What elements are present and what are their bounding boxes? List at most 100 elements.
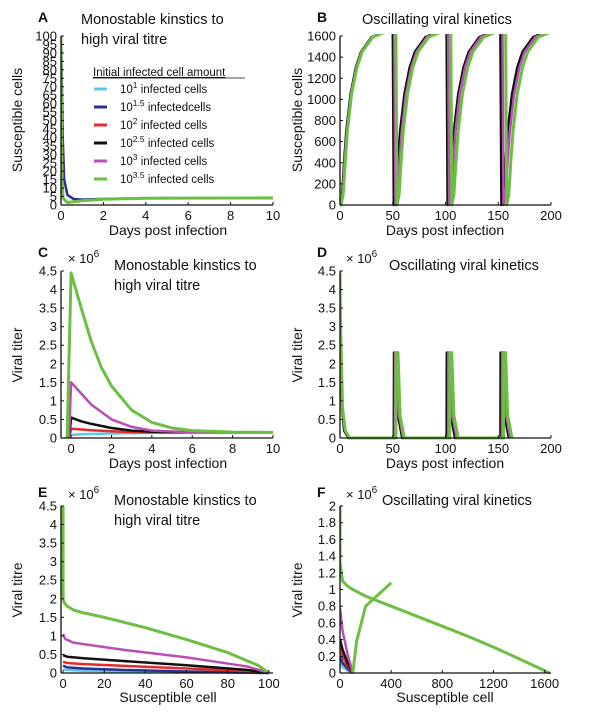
y-tick-label: 65 xyxy=(43,88,57,103)
y-tick-label: 1200 xyxy=(307,71,336,86)
y-tick-label: 0.6 xyxy=(318,615,336,630)
series-group xyxy=(61,506,270,675)
x-tick-label: 150 xyxy=(487,208,509,223)
axis-multiplier: × 106 xyxy=(346,485,378,502)
y-tick-label: 0 xyxy=(329,431,336,446)
x-axis-label: Susceptible cell xyxy=(119,689,216,705)
x-tick-label: 0 xyxy=(336,441,343,456)
x-tick-label: 8 xyxy=(227,208,234,223)
y-axis-label: Viral titer xyxy=(289,327,305,382)
y-tick-label: 80 xyxy=(43,62,57,77)
y-tick-label: 0.5 xyxy=(39,647,57,662)
chart-title: Monostable kinstics to xyxy=(114,493,257,509)
y-tick-label: 1.5 xyxy=(318,375,336,390)
chart-title: high viral titre xyxy=(81,32,167,48)
legend-entry: 101 infected cells xyxy=(120,80,207,96)
y-tick-label: 1.8 xyxy=(318,515,336,530)
x-tick-label: 2 xyxy=(100,208,107,223)
y-tick-label: 2.5 xyxy=(318,338,336,353)
y-tick-label: 1 xyxy=(50,393,57,408)
chart-title: high viral titre xyxy=(114,513,200,529)
chart-title: Oscillating viral kinetics xyxy=(362,12,512,28)
legend-title: Initial infected cell amount xyxy=(93,67,226,79)
y-tick-label: 3 xyxy=(50,319,57,334)
y-tick-label: 1.5 xyxy=(39,610,57,625)
axis-multiplier: × 106 xyxy=(68,249,100,266)
chart-title: Oscillating viral kinetics xyxy=(389,258,539,274)
y-tick-label: 2 xyxy=(329,356,336,371)
legend-entry: 103 infected cells xyxy=(120,152,207,168)
panel-f: 0 400 800 1200 160000.20.40.60.811.21.41.61.… xyxy=(289,484,559,705)
legend-entry: 102 infected cells xyxy=(120,116,207,132)
x-tick-label: 80 xyxy=(220,676,234,691)
x-tick-label: 0 xyxy=(336,676,343,691)
series-line-s35 xyxy=(65,271,273,439)
y-tick-label: 90 xyxy=(43,45,57,60)
y-tick-label: 50 xyxy=(43,113,57,128)
y-tick-label: 1000 xyxy=(307,92,336,107)
y-tick-label: 1.5 xyxy=(39,375,57,390)
y-tick-label: 15 xyxy=(43,172,57,187)
y-tick-label: 4 xyxy=(329,282,336,297)
x-tick-label: 100 xyxy=(258,676,280,691)
legend-entry: 101.5 infectedcells xyxy=(120,98,211,114)
series-line-s25 xyxy=(340,272,511,440)
y-tick-label: 3.5 xyxy=(39,536,57,551)
x-tick-label: 100 xyxy=(435,441,457,456)
series-group xyxy=(340,34,550,207)
y-tick-label: 1.2 xyxy=(318,565,336,580)
y-axis-label: Susceptible cells xyxy=(289,68,305,172)
x-tick-label: 50 xyxy=(386,208,400,223)
panel-letter: A xyxy=(38,9,48,25)
x-tick-label: 800 xyxy=(431,676,453,691)
y-tick-label: 2.5 xyxy=(39,573,57,588)
series-group xyxy=(340,272,514,440)
x-tick-label: 1200 xyxy=(479,676,508,691)
series-line-s35 xyxy=(340,34,550,207)
series-line-s3 xyxy=(340,607,355,674)
y-tick-label: 0.8 xyxy=(318,599,336,614)
x-axis-label: Days post infection xyxy=(109,455,227,471)
y-tick-label: 4 xyxy=(50,282,57,297)
chart-title: Monostable kinstics to xyxy=(81,12,224,28)
x-tick-label: 0 xyxy=(67,441,74,456)
axis-multiplier: × 106 xyxy=(68,485,100,502)
y-tick-label: 55 xyxy=(43,105,57,120)
x-tick-label: 10 xyxy=(266,441,280,456)
y-tick-label: 1600 xyxy=(307,29,336,44)
y-tick-label: 0 xyxy=(50,666,57,681)
x-tick-label: 150 xyxy=(487,441,509,456)
y-tick-label: 40 xyxy=(43,130,57,145)
y-tick-label: 2 xyxy=(50,591,57,606)
series-line-s35 xyxy=(351,581,393,674)
series-line-s3 xyxy=(61,633,270,675)
y-tick-label: 0 xyxy=(329,198,336,213)
series-group xyxy=(340,506,551,675)
y-tick-label: 3 xyxy=(50,554,57,569)
y-tick-label: 100 xyxy=(35,29,57,44)
series-line-s35 xyxy=(340,272,514,440)
chart-title: Monostable kinstics to xyxy=(114,258,257,274)
y-tick-label: 2 xyxy=(329,499,336,514)
panel-letter: C xyxy=(38,244,48,260)
series-line-s35 xyxy=(340,506,551,675)
x-tick-label: 60 xyxy=(179,676,193,691)
panel-letter: E xyxy=(38,484,47,500)
x-tick-label: 1600 xyxy=(530,676,559,691)
panel-e: 0 20 40 60 80 10000.511.522.533.544.5Suscepti… xyxy=(9,484,280,705)
y-tick-label: 20 xyxy=(43,164,57,179)
y-tick-label: 4.5 xyxy=(318,264,336,279)
x-axis-label: Susceptible cell xyxy=(396,689,493,705)
y-tick-label: 1 xyxy=(329,393,336,408)
y-tick-label: 5 xyxy=(50,189,57,204)
series-line-s35 xyxy=(61,506,270,675)
series-group xyxy=(61,35,273,204)
x-tick-label: 10 xyxy=(266,208,280,223)
y-tick-label: 0 xyxy=(50,198,57,213)
y-tick-label: 60 xyxy=(43,96,57,111)
panel-c: 0 2 4 6 8 10 0 0.5 1 1.5 2 2.5 3 3.5 4 4.5 Days post inf… xyxy=(9,244,280,471)
x-tick-label: 6 xyxy=(185,208,192,223)
y-tick-label: 0.4 xyxy=(318,632,336,647)
